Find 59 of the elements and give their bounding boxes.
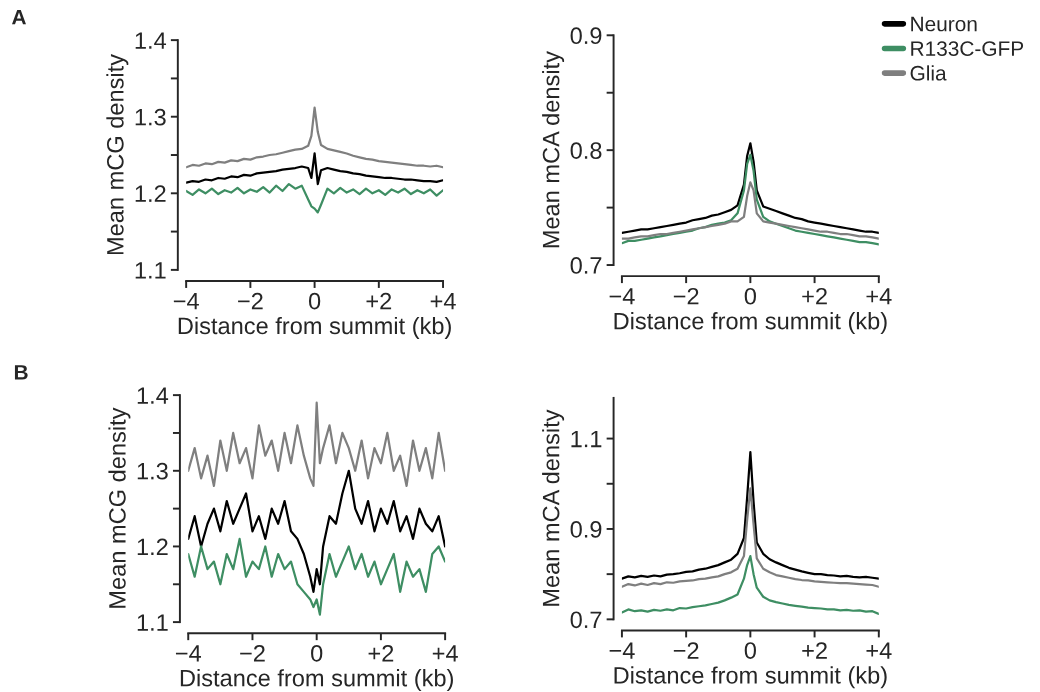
y-tick-label: 0.9 (570, 27, 602, 45)
x-tick-label: −4 (173, 292, 199, 310)
y-tick-label: 0.7 (570, 257, 602, 274)
x-tick-label: 0 (311, 644, 323, 662)
x-tick-label: −2 (240, 644, 265, 662)
x-tick-label: −2 (238, 292, 263, 310)
y-axis-title: Mean mCA density (542, 51, 565, 248)
line-series (186, 183, 444, 214)
y-tick-label: 1.1 (137, 614, 168, 631)
x-axis-title: Distance from summit (kb) (614, 312, 887, 335)
x-tick-label: +4 (430, 292, 456, 310)
y-tick-label: 1.3 (135, 108, 166, 126)
line-series (621, 181, 879, 240)
x-tick-label: −2 (673, 287, 699, 305)
y-tick-label: 1.1 (571, 430, 602, 448)
x-tick-label: +2 (366, 292, 392, 310)
legend-label: Neuron (911, 16, 977, 32)
line-series (621, 142, 879, 234)
y-tick-label: 1.4 (137, 387, 169, 404)
x-tick-label: −4 (609, 288, 635, 305)
x-tick-label: +2 (802, 642, 827, 659)
line-series (186, 106, 444, 169)
y-tick-label: 1.2 (137, 538, 168, 555)
x-tick-label: −4 (175, 645, 202, 662)
y-tick-label: 0.9 (570, 521, 602, 538)
y-tick-label: 1.3 (137, 462, 168, 480)
line-series (188, 469, 446, 593)
y-axis-title: Mean mCG density (106, 54, 129, 255)
legend-label: Glia (910, 65, 947, 81)
y-tick-label: 1.1 (135, 262, 166, 279)
y-tick-label: 1.2 (135, 185, 166, 202)
line-series (186, 152, 444, 186)
line-series (621, 451, 879, 580)
x-tick-label: +4 (432, 645, 458, 662)
x-tick-label: +4 (866, 288, 892, 305)
x-tick-label: +4 (866, 642, 892, 659)
x-tick-label: 0 (744, 642, 756, 659)
y-axis-title: Mean mCG density (108, 407, 131, 608)
legend-label: R133C-GFP (911, 41, 1024, 56)
x-axis-title: Distance from summit (kb) (614, 666, 887, 689)
x-tick-label: 0 (308, 292, 321, 310)
x-axis-title: Distance from summit (kb) (180, 669, 453, 692)
line-series (621, 554, 879, 616)
x-tick-label: +2 (368, 644, 394, 662)
line-series (188, 401, 446, 488)
x-tick-label: +2 (802, 287, 827, 305)
y-tick-label: 0.8 (570, 142, 602, 159)
x-tick-label: 0 (744, 287, 756, 305)
y-axis-title: Mean mCA density (542, 409, 565, 606)
line-series (188, 537, 446, 616)
y-tick-label: 1.4 (135, 32, 167, 49)
x-tick-label: −4 (609, 642, 635, 659)
line-series (621, 153, 879, 246)
line-series (621, 487, 879, 588)
text: B (14, 365, 28, 380)
x-tick-label: −2 (673, 642, 699, 659)
x-axis-title: Distance from summit (kb) (178, 316, 451, 339)
y-tick-label: 0.7 (570, 611, 602, 629)
text: A (12, 9, 26, 25)
